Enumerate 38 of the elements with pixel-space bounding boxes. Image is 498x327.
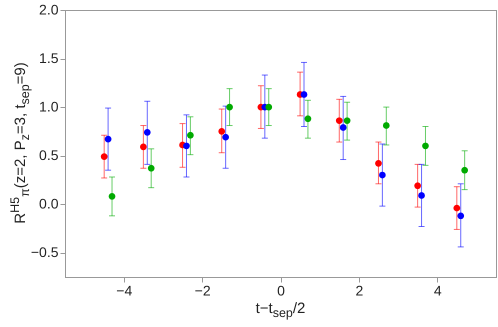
y-tick-label: 2.0 (39, 2, 59, 18)
x-tick-label: 0 (277, 282, 286, 298)
point (265, 104, 272, 110)
point (187, 132, 194, 139)
point (344, 117, 350, 124)
y-tick-label: 0.5 (39, 147, 59, 164)
point (379, 172, 386, 178)
x-tick-label: −2 (194, 282, 211, 298)
point (382, 122, 390, 129)
point (104, 136, 112, 142)
point (218, 128, 226, 135)
point (148, 164, 155, 172)
point (340, 124, 347, 131)
x-tick-label: −4 (116, 282, 132, 298)
point (140, 144, 147, 150)
point (222, 134, 229, 141)
y-tick-label: −0.5 (30, 244, 59, 260)
x-axis-title: t−t$_{sep}$/2 (254, 300, 306, 320)
x-tick-label: 4 (434, 282, 442, 298)
x-tick-label: 2 (355, 282, 364, 298)
point (336, 117, 343, 124)
point (453, 204, 460, 212)
point (108, 193, 116, 200)
y-tick-label: 1.0 (39, 98, 59, 115)
point (457, 212, 464, 220)
point (418, 192, 425, 199)
point (461, 166, 468, 174)
point (300, 91, 308, 98)
point (422, 142, 429, 150)
point (304, 115, 312, 122)
point (414, 182, 421, 190)
point (183, 142, 190, 150)
point (144, 128, 151, 136)
y-tick-label: 0.0 (39, 196, 59, 212)
point (226, 104, 233, 110)
point (100, 153, 108, 160)
y-tick-label: 1.5 (39, 50, 59, 66)
point (375, 160, 382, 167)
